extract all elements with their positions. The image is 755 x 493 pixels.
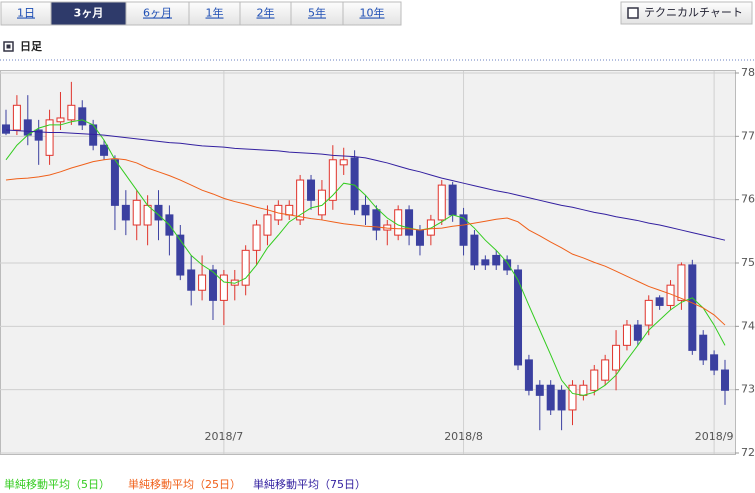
- candle-body: [514, 269, 523, 366]
- candle-body: [405, 209, 414, 236]
- candle-body: [67, 104, 76, 121]
- candle-body: [285, 204, 294, 216]
- y-tick-label: 78: [741, 66, 755, 79]
- x-tick-label: 2018/9: [695, 430, 734, 443]
- tab-label[interactable]: 1年: [206, 6, 224, 20]
- candle-body: [143, 204, 152, 226]
- tab-label[interactable]: 2年: [257, 6, 275, 20]
- candle-body: [56, 117, 65, 123]
- candle-body: [437, 184, 446, 221]
- candle-body: [415, 229, 424, 246]
- moving-average-line: [5, 129, 726, 241]
- candle-body: [579, 384, 588, 396]
- candle-body: [535, 384, 544, 396]
- candle-body: [699, 334, 708, 361]
- moving-average-line: [5, 157, 726, 326]
- candle-body: [710, 354, 719, 371]
- candle-body: [328, 159, 337, 201]
- candle-body: [492, 254, 501, 266]
- y-tick-label: 73: [741, 383, 755, 396]
- tab-label[interactable]: 5年: [308, 6, 326, 20]
- candle-body: [394, 209, 403, 236]
- candle-body: [426, 219, 435, 236]
- candle-body: [644, 299, 653, 326]
- legend-entry: 単純移動平均（25日）: [128, 477, 241, 491]
- y-tick-label: 74: [741, 319, 755, 332]
- candle-body: [546, 384, 555, 411]
- candle-body: [241, 249, 250, 286]
- candle-body: [187, 269, 196, 291]
- tab-label[interactable]: 1日: [17, 7, 35, 20]
- tab[interactable]: [342, 1, 402, 26]
- y-tick-label: 77: [741, 129, 755, 142]
- candle-body: [633, 324, 642, 341]
- candle-body: [2, 124, 10, 134]
- candle-body: [339, 159, 348, 166]
- candle-body: [612, 344, 621, 371]
- tab-label[interactable]: 3ヶ月: [74, 7, 104, 20]
- section-icon-inner: [6, 44, 11, 49]
- candle-body: [350, 157, 359, 211]
- candle-body: [557, 389, 566, 411]
- technical-chart-button[interactable]: [620, 1, 753, 25]
- candle-body: [12, 104, 21, 131]
- moving-average-line: [5, 119, 726, 396]
- candle-body: [721, 369, 729, 391]
- legend-entry: 単純移動平均（75日）: [253, 477, 366, 491]
- button-label[interactable]: テクニカルチャート: [644, 6, 743, 19]
- y-tick-label: 72: [741, 446, 755, 459]
- candle-body: [481, 259, 490, 266]
- y-tick-label: 76: [741, 193, 755, 206]
- candle-body: [590, 369, 599, 391]
- candle-body: [176, 234, 185, 276]
- candle-body: [263, 214, 272, 236]
- candle-body: [459, 214, 468, 246]
- candle-body: [110, 159, 119, 206]
- candle-body: [677, 264, 686, 301]
- section-title: 日足: [20, 40, 43, 53]
- candle-body: [154, 204, 163, 221]
- legend-entry: 単純移動平均（5日）: [4, 477, 110, 491]
- candle-body: [601, 359, 610, 381]
- candle-body: [198, 274, 207, 291]
- candle-body: [622, 324, 631, 346]
- candle-body: [568, 384, 577, 411]
- x-tick-label: 2018/7: [205, 430, 244, 443]
- button-icon: [627, 7, 639, 19]
- candle-body: [372, 209, 381, 231]
- candle-body: [45, 119, 54, 156]
- candle-body: [100, 144, 109, 156]
- tab-label[interactable]: 10年: [360, 6, 385, 20]
- candle-body: [524, 359, 533, 391]
- candle-body: [23, 119, 32, 136]
- candle-body: [307, 179, 316, 201]
- candle-body: [121, 204, 130, 221]
- candle-body: [361, 204, 370, 216]
- candle-body: [219, 274, 228, 301]
- candle-body: [296, 179, 305, 221]
- candle-body: [655, 297, 664, 306]
- candle-body: [252, 224, 261, 251]
- candle-body: [503, 259, 512, 271]
- candle-body: [470, 234, 479, 266]
- x-tick-label: 2018/8: [444, 430, 483, 443]
- y-tick-label: 75: [741, 256, 755, 269]
- candle-body: [448, 184, 457, 216]
- candle-body: [132, 199, 141, 226]
- candle-body: [34, 129, 43, 141]
- candle-body: [688, 264, 697, 351]
- candle-body: [208, 269, 217, 301]
- candle-body: [78, 107, 87, 126]
- tab-label[interactable]: 6ヶ月: [143, 7, 172, 20]
